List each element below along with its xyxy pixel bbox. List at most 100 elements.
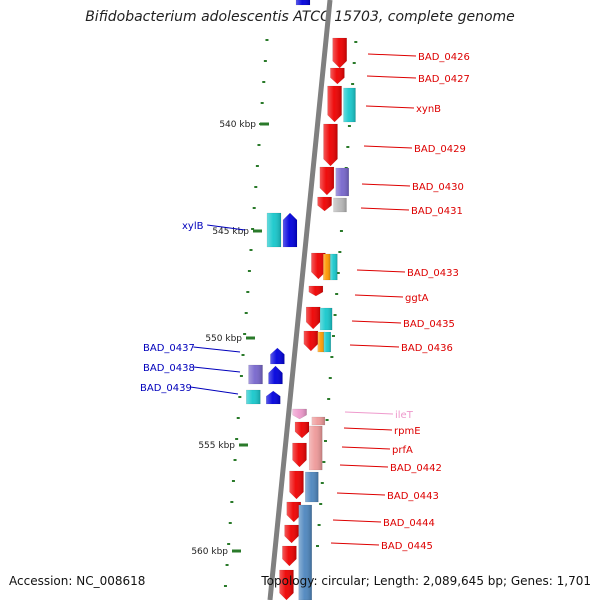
gene-label[interactable]: BAD_0429 <box>414 144 466 155</box>
gene-label[interactable]: BAD_0443 <box>387 491 439 502</box>
label-leader <box>344 411 394 415</box>
gene-label[interactable]: ggtA <box>405 293 429 304</box>
gene-arrow-forward-shading <box>323 332 331 352</box>
label-leader <box>365 105 415 109</box>
label-leader <box>336 492 386 496</box>
gene-arrow-forward-shading <box>330 254 338 280</box>
genome-summary-text: Topology: circular; Length: 2,089,645 bp… <box>261 574 591 588</box>
ruler-dot <box>316 545 320 547</box>
label-leader <box>341 446 391 450</box>
gene-arrow-forward-shading <box>289 471 304 499</box>
gene-arrow-forward-shading <box>309 426 323 470</box>
ruler-dot <box>346 146 350 148</box>
ruler-dot <box>333 314 337 316</box>
gene-label[interactable]: BAD_0444 <box>383 518 435 529</box>
accession-text: Accession: NC_008618 <box>9 574 146 588</box>
ruler-dot <box>235 438 239 440</box>
ruler-dot <box>246 291 250 293</box>
ruler-dot <box>225 564 229 566</box>
gene-label[interactable]: BAD_0437 <box>143 343 195 354</box>
ruler-dot <box>351 83 355 85</box>
ruler-dot <box>352 62 356 64</box>
gene-label[interactable]: BAD_0427 <box>418 74 470 85</box>
gene-label[interactable]: BAD_0431 <box>411 206 463 217</box>
ruler-dot <box>251 228 255 230</box>
ruler-dot <box>262 81 266 83</box>
label-leader <box>193 366 241 373</box>
ruler-dot <box>238 396 242 398</box>
gene-arrow-forward-shading <box>332 38 347 68</box>
gene-arrow-forward-shading <box>343 88 356 122</box>
genome-title: Bifidobacterium adolescentis ATCC 15703,… <box>85 9 515 25</box>
gene-arrow-forward-shading <box>327 86 342 122</box>
ruler-dot <box>257 144 261 146</box>
ruler-dot <box>338 251 342 253</box>
ruler-tick-label: 550 kbp <box>205 334 242 344</box>
gene-labels: BAD_0426 BAD_0427 xynB BAD_0429 BAD_0430 BAD_… <box>140 52 470 552</box>
gene-arrow-reverse-shading <box>296 0 310 5</box>
gene-label[interactable]: BAD_0439 <box>140 383 192 394</box>
gene-label[interactable]: ileT <box>395 410 414 421</box>
ruler-marks: 540 kbp 545 kbp 550 kbp 555 kbp 560 kbp <box>191 120 269 557</box>
gene-arrow-forward-shading <box>335 168 349 196</box>
label-leader <box>330 542 380 546</box>
label-leader <box>367 53 417 57</box>
ruler-tick <box>232 549 241 553</box>
gene-arrow-forward-shading <box>298 505 312 600</box>
gene-label[interactable]: BAD_0433 <box>407 268 459 279</box>
ruler-tick <box>239 443 248 447</box>
ruler-dot <box>347 125 351 127</box>
ruler-tick-label: 555 kbp <box>198 441 235 451</box>
ruler-tick <box>260 122 269 126</box>
gene-label[interactable]: xylB <box>182 221 204 232</box>
label-leader <box>332 519 382 523</box>
label-leader <box>356 269 406 273</box>
gene-label[interactable]: xynB <box>416 104 441 115</box>
ruler-dot <box>223 585 227 587</box>
ruler-dot <box>241 354 245 356</box>
ruler-dot <box>254 186 258 188</box>
gene-label[interactable]: prfA <box>392 445 413 456</box>
gene-arrow-reverse-shading <box>246 390 261 404</box>
ruler-dot <box>244 312 248 314</box>
label-leader <box>349 344 400 348</box>
label-leader <box>363 145 413 149</box>
ruler-dot <box>325 419 329 421</box>
ruler-dot <box>263 60 267 62</box>
gene-arrow-forward-shading <box>286 502 301 522</box>
ruler-dot <box>247 270 251 272</box>
gene-label[interactable]: BAD_0435 <box>403 319 455 330</box>
gene-arrow-forward-shading <box>282 546 297 566</box>
genome-backbone <box>267 0 333 600</box>
ruler-dot <box>328 377 332 379</box>
gene-arrow-forward-shading <box>311 417 325 425</box>
ruler-dot <box>231 480 235 482</box>
gene-arrow-forward-shading <box>295 422 309 438</box>
ruler-dot <box>233 459 237 461</box>
ruler-dot <box>339 230 343 232</box>
ruler-dot <box>320 482 324 484</box>
gene-arrow-forward-shading <box>279 570 294 600</box>
label-leader <box>190 386 239 395</box>
label-leader <box>343 427 393 431</box>
gene-label[interactable]: BAD_0430 <box>412 182 464 193</box>
gene-label[interactable]: BAD_0438 <box>143 363 195 374</box>
label-leader <box>361 183 411 187</box>
gene-arrow-reverse-shading <box>248 365 263 384</box>
gene-label[interactable]: BAD_0445 <box>381 541 433 552</box>
gene-label[interactable]: BAD_0436 <box>401 343 453 354</box>
gene-label[interactable]: rpmE <box>394 426 421 437</box>
ruler-dot <box>255 165 259 167</box>
gene-arrow-forward-shading <box>306 307 321 329</box>
label-leaders <box>190 53 417 546</box>
gene-label[interactable]: BAD_0426 <box>418 52 470 63</box>
gene-arrow-reverse-shading <box>283 213 297 247</box>
gene-label[interactable]: BAD_0442 <box>390 463 442 474</box>
ruler-tick-label: 560 kbp <box>191 547 228 557</box>
label-leader <box>351 320 402 324</box>
ruler-dot <box>243 333 247 335</box>
ruler-dot <box>319 503 323 505</box>
gene-arrow-reverse-shading <box>270 348 285 364</box>
ruler-dot <box>327 398 331 400</box>
ruler-dot <box>252 207 256 209</box>
